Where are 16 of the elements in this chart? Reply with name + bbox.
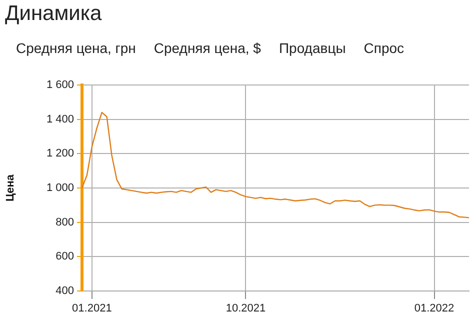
y-tick-label: 1 200 [46, 148, 74, 160]
text: Продавцы [278, 39, 347, 58]
x-tick-label: 01.2022 [414, 302, 454, 315]
x-tick-label: 01.2021 [72, 302, 112, 315]
y-tick-label: 1 600 [46, 79, 74, 92]
y-tick-label: 800 [56, 216, 74, 228]
y-tick-label: 1 400 [46, 113, 74, 126]
text: Средняя цена, $ [152, 39, 262, 58]
y-axis-title: Цена [4, 174, 17, 202]
y-tick-label: 400 [56, 285, 74, 298]
text: Спрос [362, 39, 406, 58]
y-tick-label: 600 [56, 250, 74, 263]
y-tick-label: 1 000 [46, 182, 74, 194]
chart-title: Динамика [5, 2, 102, 26]
x-tick-label: 10.2021 [226, 302, 266, 315]
text: Средняя цена, грн [15, 39, 137, 58]
